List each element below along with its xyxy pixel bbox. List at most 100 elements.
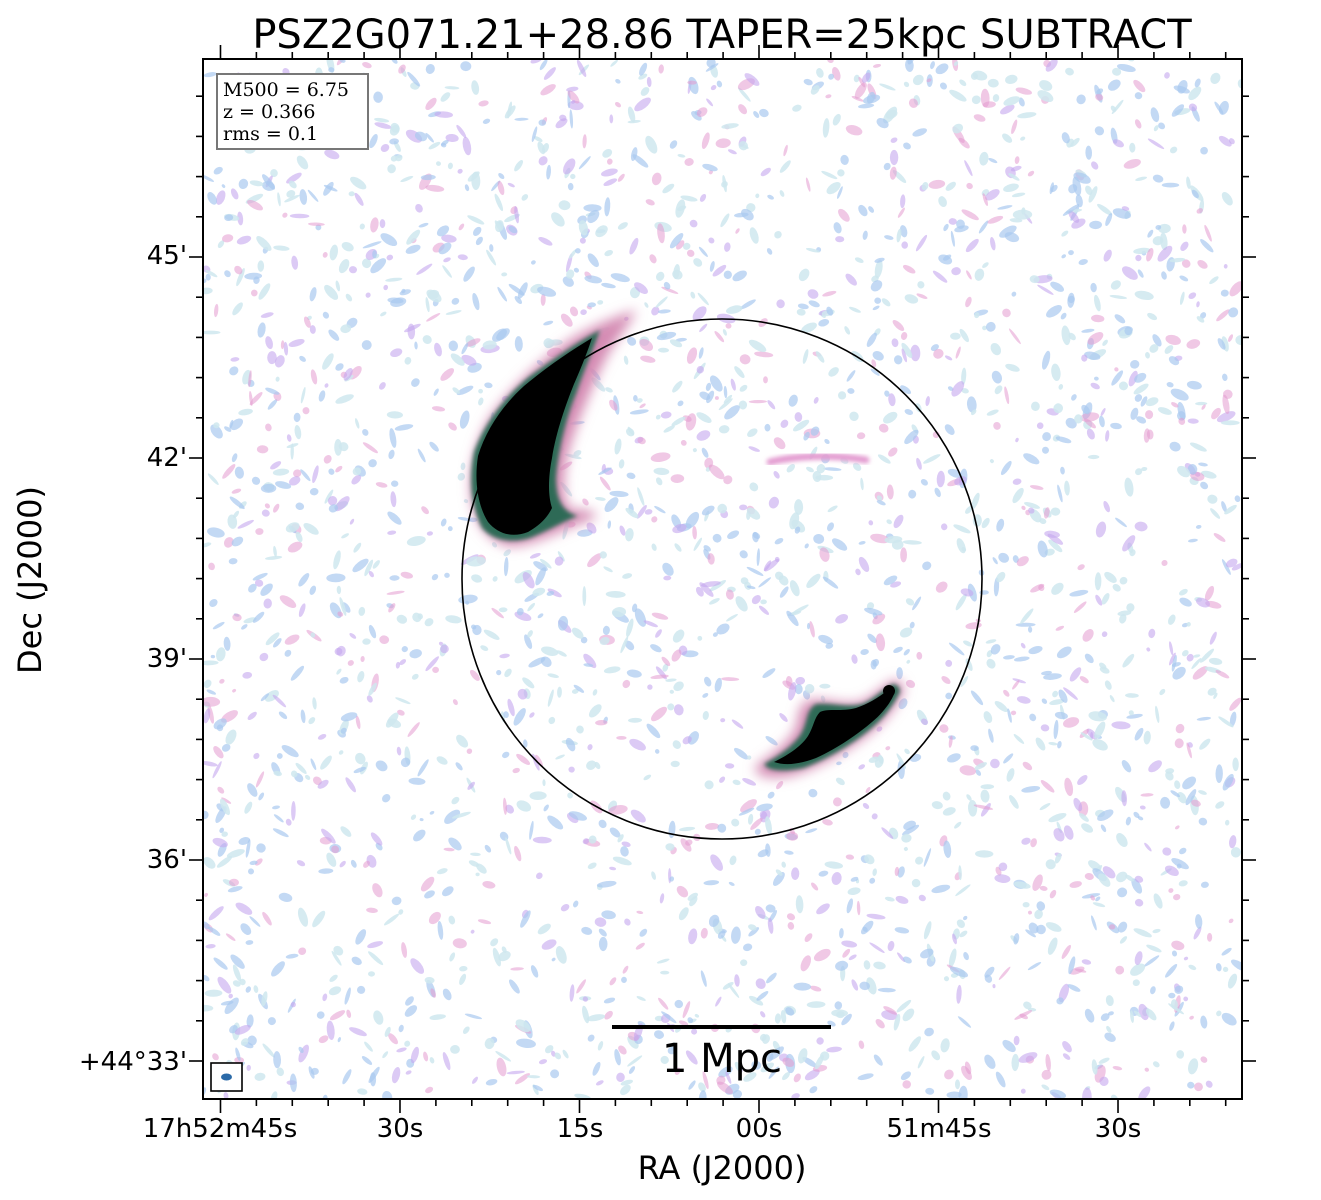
noise-speck: [739, 354, 751, 365]
noise-speck: [270, 1091, 278, 1099]
noise-speck: [1112, 584, 1121, 592]
noise-speck: [261, 991, 268, 1007]
noise-speck: [945, 181, 956, 191]
noise-speck: [278, 892, 293, 902]
noise-speck: [746, 566, 764, 576]
noise-speck: [374, 117, 390, 123]
noise-speck: [478, 397, 484, 406]
noise-speck: [492, 576, 498, 582]
noise-speck: [1075, 194, 1083, 208]
noise-speck: [254, 1072, 266, 1081]
noise-speck: [701, 447, 709, 458]
noise-speck: [603, 178, 618, 187]
noise-speck: [620, 636, 629, 654]
noise-speck: [309, 487, 319, 496]
noise-speck: [717, 823, 727, 833]
noise-speck: [749, 482, 759, 492]
noise-speck: [497, 286, 508, 302]
noise-speck: [1091, 915, 1097, 931]
noise-speck: [1011, 1053, 1020, 1072]
noise-speck: [425, 656, 439, 672]
noise-speck: [1179, 291, 1185, 305]
noise-speck: [917, 1055, 925, 1069]
noise-speck: [298, 947, 307, 955]
noise-speck: [806, 1001, 826, 1008]
noise-speck: [678, 1020, 689, 1027]
noise-speck: [1064, 480, 1070, 496]
noise-speck: [1013, 933, 1020, 945]
noise-speck: [1062, 204, 1080, 216]
noise-speck: [725, 323, 732, 329]
noise-speck: [881, 298, 891, 307]
noise-speck: [209, 598, 218, 608]
noise-speck: [756, 803, 773, 812]
noise-speck: [1055, 436, 1072, 444]
noise-speck: [1098, 1057, 1110, 1064]
noise-speck: [727, 530, 740, 540]
noise-speck: [1175, 723, 1185, 734]
noise-speck: [846, 898, 854, 914]
noise-speck: [362, 638, 371, 645]
noise-speck: [567, 90, 580, 104]
x-tick-label: 30s: [377, 1114, 424, 1144]
noise-speck: [1221, 191, 1233, 206]
noise-speck: [1134, 372, 1147, 383]
noise-speck: [1136, 416, 1147, 424]
noise-speck: [464, 184, 470, 192]
noise-speck: [468, 860, 480, 867]
noise-speck: [204, 892, 208, 897]
noise-speck: [1133, 811, 1140, 818]
noise-speck: [985, 189, 1000, 201]
noise-speck: [1103, 500, 1110, 513]
noise-speck: [1041, 1084, 1050, 1091]
noise-speck: [708, 914, 720, 928]
noise-speck: [860, 649, 869, 655]
noise-speck: [947, 753, 961, 763]
noise-speck: [627, 106, 636, 123]
noise-speck: [832, 797, 842, 807]
noise-speck: [413, 829, 426, 842]
noise-speck: [320, 755, 332, 770]
noise-speck: [387, 297, 404, 304]
noise-speck: [804, 543, 809, 549]
noise-speck: [682, 1001, 691, 1019]
noise-speck: [1000, 104, 1015, 115]
noise-speck: [1164, 345, 1174, 354]
noise-speck: [651, 706, 667, 722]
noise-speck: [1171, 662, 1181, 667]
noise-speck: [586, 522, 597, 534]
noise-speck: [784, 850, 794, 855]
noise-speck: [236, 235, 252, 245]
noise-speck: [973, 114, 986, 122]
info-rms: rms = 0.1: [223, 123, 318, 145]
noise-speck: [954, 821, 962, 829]
noise-speck: [1133, 79, 1146, 93]
noise-speck: [749, 227, 759, 244]
noise-speck: [903, 847, 908, 851]
noise-speck: [224, 270, 231, 278]
noise-speck: [448, 837, 462, 851]
noise-speck: [731, 818, 740, 827]
noise-speck: [1168, 614, 1176, 625]
noise-speck: [625, 507, 639, 519]
noise-speck: [1078, 259, 1088, 265]
noise-speck: [1200, 481, 1209, 490]
noise-speck: [1204, 224, 1212, 242]
noise-speck: [1179, 597, 1192, 607]
noise-speck: [1087, 332, 1104, 345]
noise-speck: [583, 663, 594, 667]
noise-speck: [215, 647, 226, 662]
noise-speck: [612, 856, 632, 866]
noise-speck: [1130, 407, 1139, 420]
noise-speck: [643, 620, 658, 628]
noise-speck: [985, 639, 997, 644]
noise-speck: [449, 952, 456, 962]
noise-speck: [756, 548, 760, 566]
x-tick-label: 00s: [736, 1114, 783, 1144]
noise-speck: [870, 280, 883, 292]
noise-speck: [694, 1014, 700, 1018]
noise-speck: [539, 59, 548, 71]
noise-speck: [651, 543, 657, 551]
noise-speck: [696, 412, 712, 423]
noise-speck: [368, 951, 384, 966]
